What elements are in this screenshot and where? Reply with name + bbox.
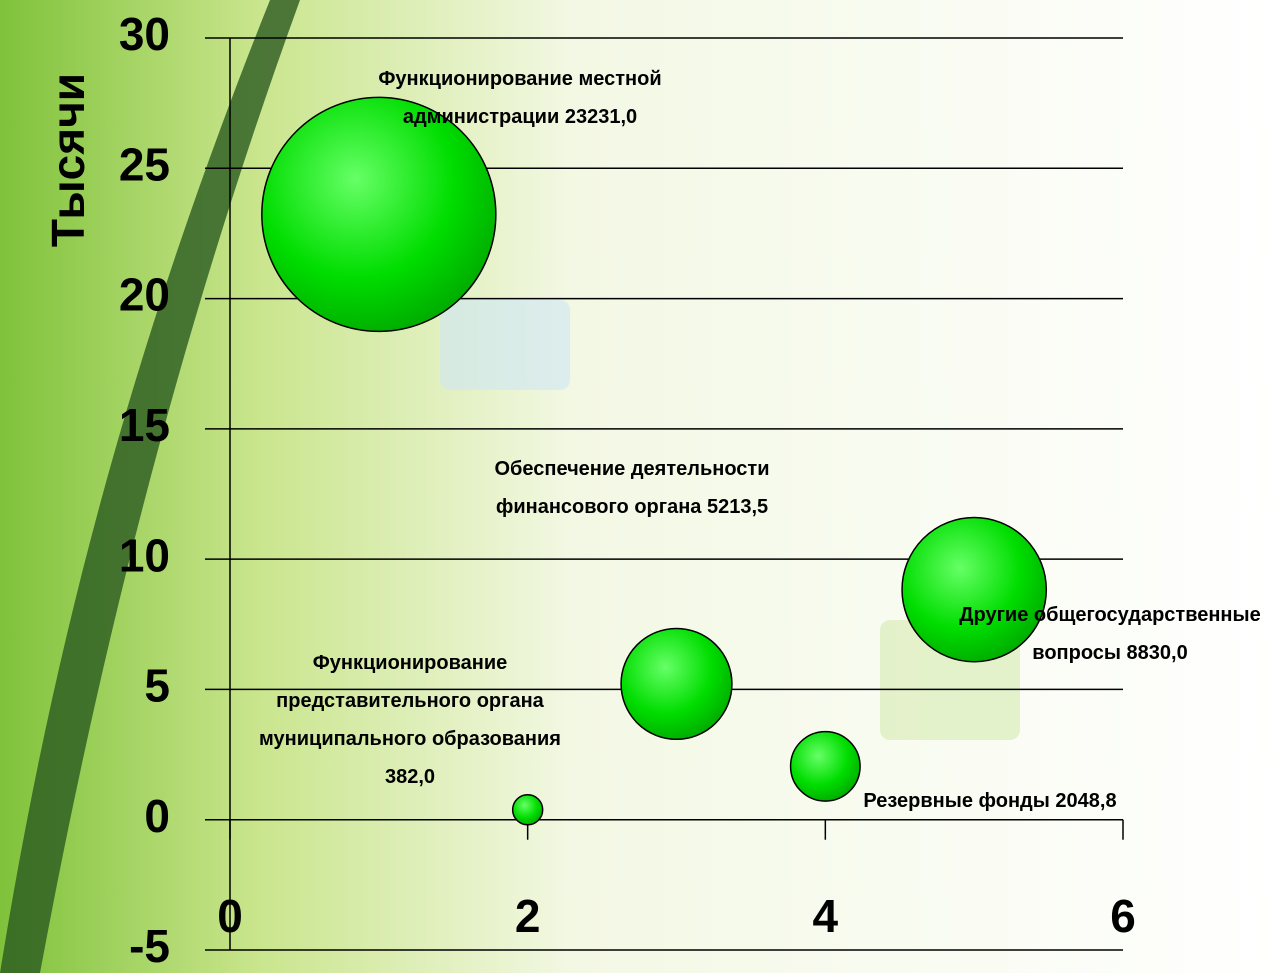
value-label: 23231,0	[564, 106, 638, 128]
value-label: 382,0	[384, 766, 436, 788]
data-label-text: Функционирование местной администрации 2…	[350, 60, 690, 136]
x-tick-label: 4	[813, 890, 839, 942]
data-label-text: Обеспечение деятельности финансового орг…	[482, 450, 782, 526]
data-label: Функционирование представительного орган…	[240, 644, 580, 796]
data-label: Другие общегосударственные вопросы 8830,…	[945, 596, 1275, 672]
decor-square	[440, 300, 570, 390]
value-label: 8830,0	[1126, 642, 1188, 664]
bubble	[620, 627, 733, 741]
y-tick-label: 15	[119, 399, 170, 451]
bubble	[261, 96, 497, 333]
y-tick-label: 10	[119, 529, 170, 581]
value-label: 5213,5	[707, 496, 769, 518]
y-tick-label: -5	[129, 920, 170, 972]
y-tick-label: 25	[119, 138, 170, 190]
y-tick-label: 0	[144, 790, 170, 842]
category-name: Другие общегосударственные вопросы	[959, 604, 1261, 664]
value-label: 2048,8	[1055, 790, 1117, 812]
data-label: Функционирование местной администрации 2…	[350, 60, 690, 136]
decor-swoosh	[0, 0, 300, 973]
data-label-text: Резервные фонды 2048,8	[850, 782, 1130, 820]
category-name: Обеспечение деятельности финансового орг…	[494, 458, 770, 518]
bubble	[901, 516, 1048, 663]
y-axis-label: Тысячи	[42, 73, 94, 247]
bubble	[789, 730, 861, 802]
data-label: Обеспечение деятельности финансового орг…	[482, 450, 782, 526]
y-tick-label: 5	[144, 660, 170, 712]
x-tick-label: 0	[217, 890, 243, 942]
x-tick-label: 6	[1110, 890, 1136, 942]
bubble	[511, 794, 544, 826]
category-name: Функционирование местной администрации	[378, 68, 662, 128]
x-tick-label: 2	[515, 890, 541, 942]
category-name: Резервные фонды	[863, 790, 1050, 812]
y-tick-label: 20	[119, 269, 170, 321]
y-tick-label: 30	[119, 8, 170, 60]
data-label-text: Другие общегосударственные вопросы 8830,…	[945, 596, 1275, 672]
category-name: Функционирование представительного орган…	[259, 652, 561, 750]
data-label: Резервные фонды 2048,8	[850, 782, 1130, 820]
data-label-text: Функционирование представительного орган…	[240, 644, 580, 796]
